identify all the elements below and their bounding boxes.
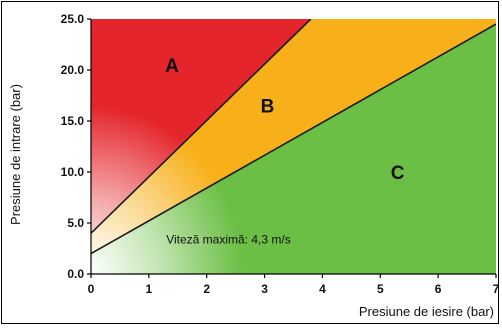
y-tick-label: 0.0 [67, 267, 84, 281]
chart-frame: 0.0 5.0 10.0 15.0 20.0 25.0 0 1 2 3 4 5 6 7 Presiune d… [1, 1, 500, 324]
y-tick-label: 20.0 [61, 63, 85, 77]
origin-fade [91, 105, 242, 274]
x-tick-label: 5 [377, 282, 384, 296]
x-tick-label: 1 [146, 282, 153, 296]
y-tick-label: 25.0 [61, 12, 85, 26]
x-tick-label: 3 [261, 282, 268, 296]
zone-label-a: A [165, 56, 179, 77]
pressure-zone-chart: 0.0 5.0 10.0 15.0 20.0 25.0 0 1 2 3 4 5 6 7 Presiune d… [8, 12, 500, 319]
y-tick-label: 15.0 [61, 114, 85, 128]
x-tick-label: 2 [203, 282, 210, 296]
x-axis-label: Presiune de iesire (bar) [359, 304, 494, 319]
boundary-bc-line [91, 23, 496, 255]
zone-label-c: C [391, 163, 405, 184]
boundary-ab-line [91, 19, 312, 234]
x-tick-label: 6 [435, 282, 442, 296]
y-tick-label: 10.0 [61, 165, 85, 179]
x-tick-label: 4 [319, 282, 326, 296]
y-axis-label: Presiune de intrare (bar) [8, 84, 23, 225]
y-tick-label: 5.0 [67, 216, 84, 230]
x-tick-label: 7 [493, 282, 498, 296]
zone-label-b: B [261, 97, 275, 118]
x-tick-label: 0 [88, 282, 95, 296]
max-speed-annotation: Viteză maximă: 4,3 m/s [166, 232, 291, 246]
